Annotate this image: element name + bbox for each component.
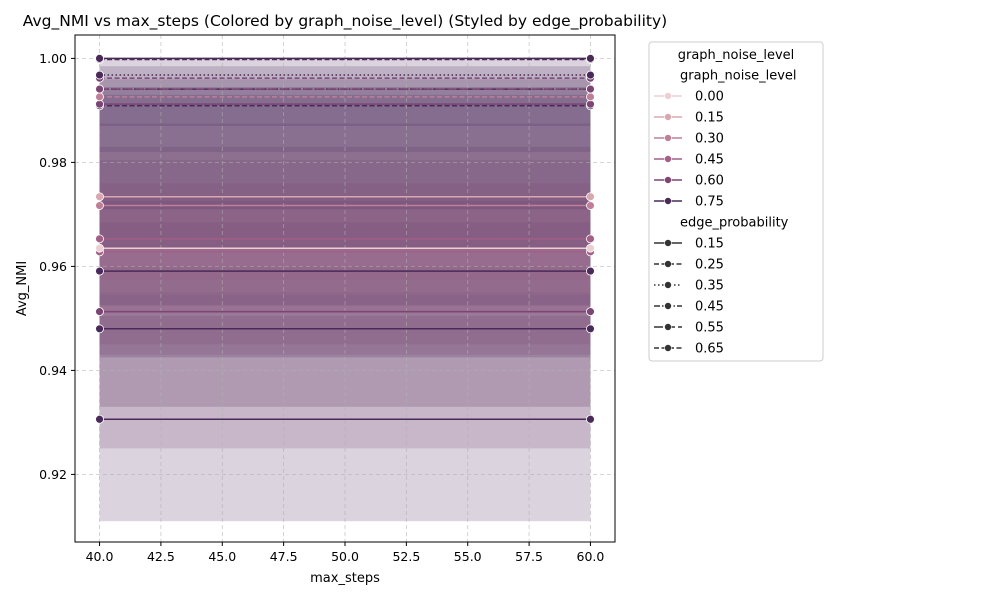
series-point — [586, 99, 595, 109]
legend-entry-label: 0.15 — [695, 237, 724, 252]
legend-entry-label: 0.15 — [695, 111, 724, 126]
legend-entry-label: 0.75 — [695, 195, 724, 210]
x-tick-label: 50.0 — [331, 549, 359, 564]
legend-entry-label: 0.00 — [695, 90, 724, 105]
legend-marker — [664, 260, 672, 268]
legend-entry-label: 0.30 — [695, 132, 724, 147]
series-point — [586, 307, 595, 317]
legend-entry-label: 0.25 — [695, 258, 724, 273]
legend-marker — [664, 344, 672, 352]
legend-marker — [664, 239, 672, 247]
series-point — [586, 324, 595, 334]
x-tick-label: 47.5 — [270, 549, 298, 564]
series-point — [586, 266, 595, 276]
chart-title: Avg_NMI vs max_steps (Colored by graph_n… — [23, 12, 667, 31]
series-point — [95, 201, 104, 210]
legend-entry-label: 0.45 — [695, 300, 724, 315]
legend-marker — [664, 323, 672, 331]
series-point — [586, 70, 595, 80]
y-tick-label: 0.98 — [39, 155, 67, 170]
legend-entry-label: 0.55 — [695, 321, 724, 336]
series-point — [95, 54, 104, 63]
legend-items: graph_noise_level 0.00 0.15 0.30 0.45 0.60 0.7… — [654, 69, 797, 357]
series-point — [586, 201, 595, 210]
series-point — [586, 243, 595, 253]
legend-frame — [648, 41, 824, 362]
legend-title: graph_noise_level — [678, 48, 795, 63]
legend-heading: edge_probability — [680, 216, 789, 231]
x-tick-label: 40.0 — [86, 549, 114, 564]
y-tick-label: 0.96 — [39, 259, 67, 274]
legend-marker — [664, 176, 672, 184]
x-axis-label: max_steps — [310, 571, 380, 586]
y-tick-label: 1.00 — [39, 51, 67, 66]
series-point — [95, 70, 104, 80]
series-point — [95, 414, 104, 424]
legend-entry-label: 0.45 — [695, 153, 724, 168]
series-lines — [99, 57, 591, 421]
legend-marker — [664, 302, 672, 310]
series-point — [95, 99, 104, 109]
legend-heading: graph_noise_level — [680, 69, 797, 84]
legend-entry-label: 0.60 — [695, 174, 724, 189]
series-point — [95, 266, 104, 276]
series-point — [95, 243, 104, 253]
legend-marker — [664, 134, 672, 142]
x-tick-label: 57.5 — [515, 549, 543, 564]
series-point — [95, 234, 104, 244]
series-point — [586, 92, 595, 102]
x-axis-ticks: 40.0 42.5 45.0 47.5 50.0 52.5 55.0 57.5 60.0 — [86, 542, 605, 564]
legend-marker — [664, 155, 672, 163]
series-point — [586, 234, 595, 244]
grid-lines — [75, 35, 615, 542]
legend-marker — [664, 281, 672, 289]
legend-marker — [664, 92, 672, 100]
series-point — [95, 307, 104, 317]
x-tick-label: 55.0 — [454, 549, 482, 564]
legend-marker — [664, 113, 672, 121]
confidence-band — [99, 146, 591, 355]
series-point — [95, 324, 104, 334]
series-point — [586, 54, 595, 63]
legend-entry-label: 0.65 — [695, 342, 724, 357]
x-tick-label: 52.5 — [392, 549, 420, 564]
y-tick-label: 0.92 — [39, 467, 67, 482]
x-tick-label: 60.0 — [577, 549, 605, 564]
y-axis-label: Avg_NMI — [15, 261, 30, 316]
series-point — [95, 84, 104, 94]
legend: graph_noise_level graph_noise_level 0.00 0… — [648, 41, 824, 362]
x-tick-label: 42.5 — [147, 549, 175, 564]
series-points — [95, 54, 595, 424]
y-axis-ticks: 0.92 0.94 0.96 0.98 1.00 — [39, 51, 75, 482]
series-point — [95, 92, 104, 102]
y-tick-label: 0.94 — [39, 363, 67, 378]
series-point — [586, 192, 595, 202]
x-tick-label: 45.0 — [208, 549, 236, 564]
series-point — [586, 84, 595, 94]
legend-marker — [664, 197, 672, 205]
series-point — [586, 414, 595, 424]
legend-entry-label: 0.35 — [695, 279, 724, 294]
series-point — [95, 192, 104, 202]
